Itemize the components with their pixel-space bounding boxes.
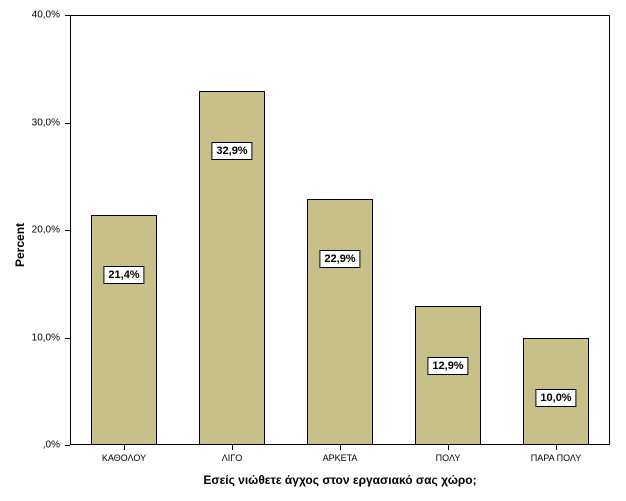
x-axis-label: Εσείς νιώθετε άγχος στον εργασιακό σας χ… — [70, 473, 610, 487]
chart-container: Percent Εσείς νιώθετε άγχος στον εργασια… — [0, 0, 626, 501]
bar-value-label: 10,0% — [535, 389, 576, 407]
x-tick — [340, 445, 341, 450]
bar — [91, 215, 158, 445]
bar-value-label: 22,9% — [319, 250, 360, 268]
x-tick-label: ΚΑΘΟΛΟΥ — [102, 453, 146, 463]
y-tick — [65, 123, 70, 124]
y-tick — [65, 15, 70, 16]
y-tick-label: 10,0% — [0, 332, 60, 343]
bar — [415, 306, 482, 445]
x-tick-label: ΛΙΓΟ — [222, 453, 242, 463]
y-tick-label: 20,0% — [0, 225, 60, 236]
bar-value-label: 12,9% — [427, 357, 468, 375]
y-tick-label: ,0% — [0, 440, 60, 451]
x-tick-label: ΠΟΛΥ — [436, 453, 461, 463]
y-tick — [65, 445, 70, 446]
x-tick — [448, 445, 449, 450]
y-axis-label: Percent — [13, 207, 27, 267]
y-tick-label: 30,0% — [0, 117, 60, 128]
x-tick — [556, 445, 557, 450]
x-tick — [124, 445, 125, 450]
y-tick-label: 40,0% — [0, 10, 60, 21]
x-tick-label: ΠΑΡΑ ΠΟΛΥ — [531, 453, 582, 463]
bar-value-label: 21,4% — [103, 266, 144, 284]
y-tick — [65, 230, 70, 231]
bar-value-label: 32,9% — [211, 142, 252, 160]
x-tick — [232, 445, 233, 450]
x-tick-label: ΑΡΚΕΤΑ — [323, 453, 358, 463]
y-tick — [65, 338, 70, 339]
bar — [307, 199, 374, 445]
